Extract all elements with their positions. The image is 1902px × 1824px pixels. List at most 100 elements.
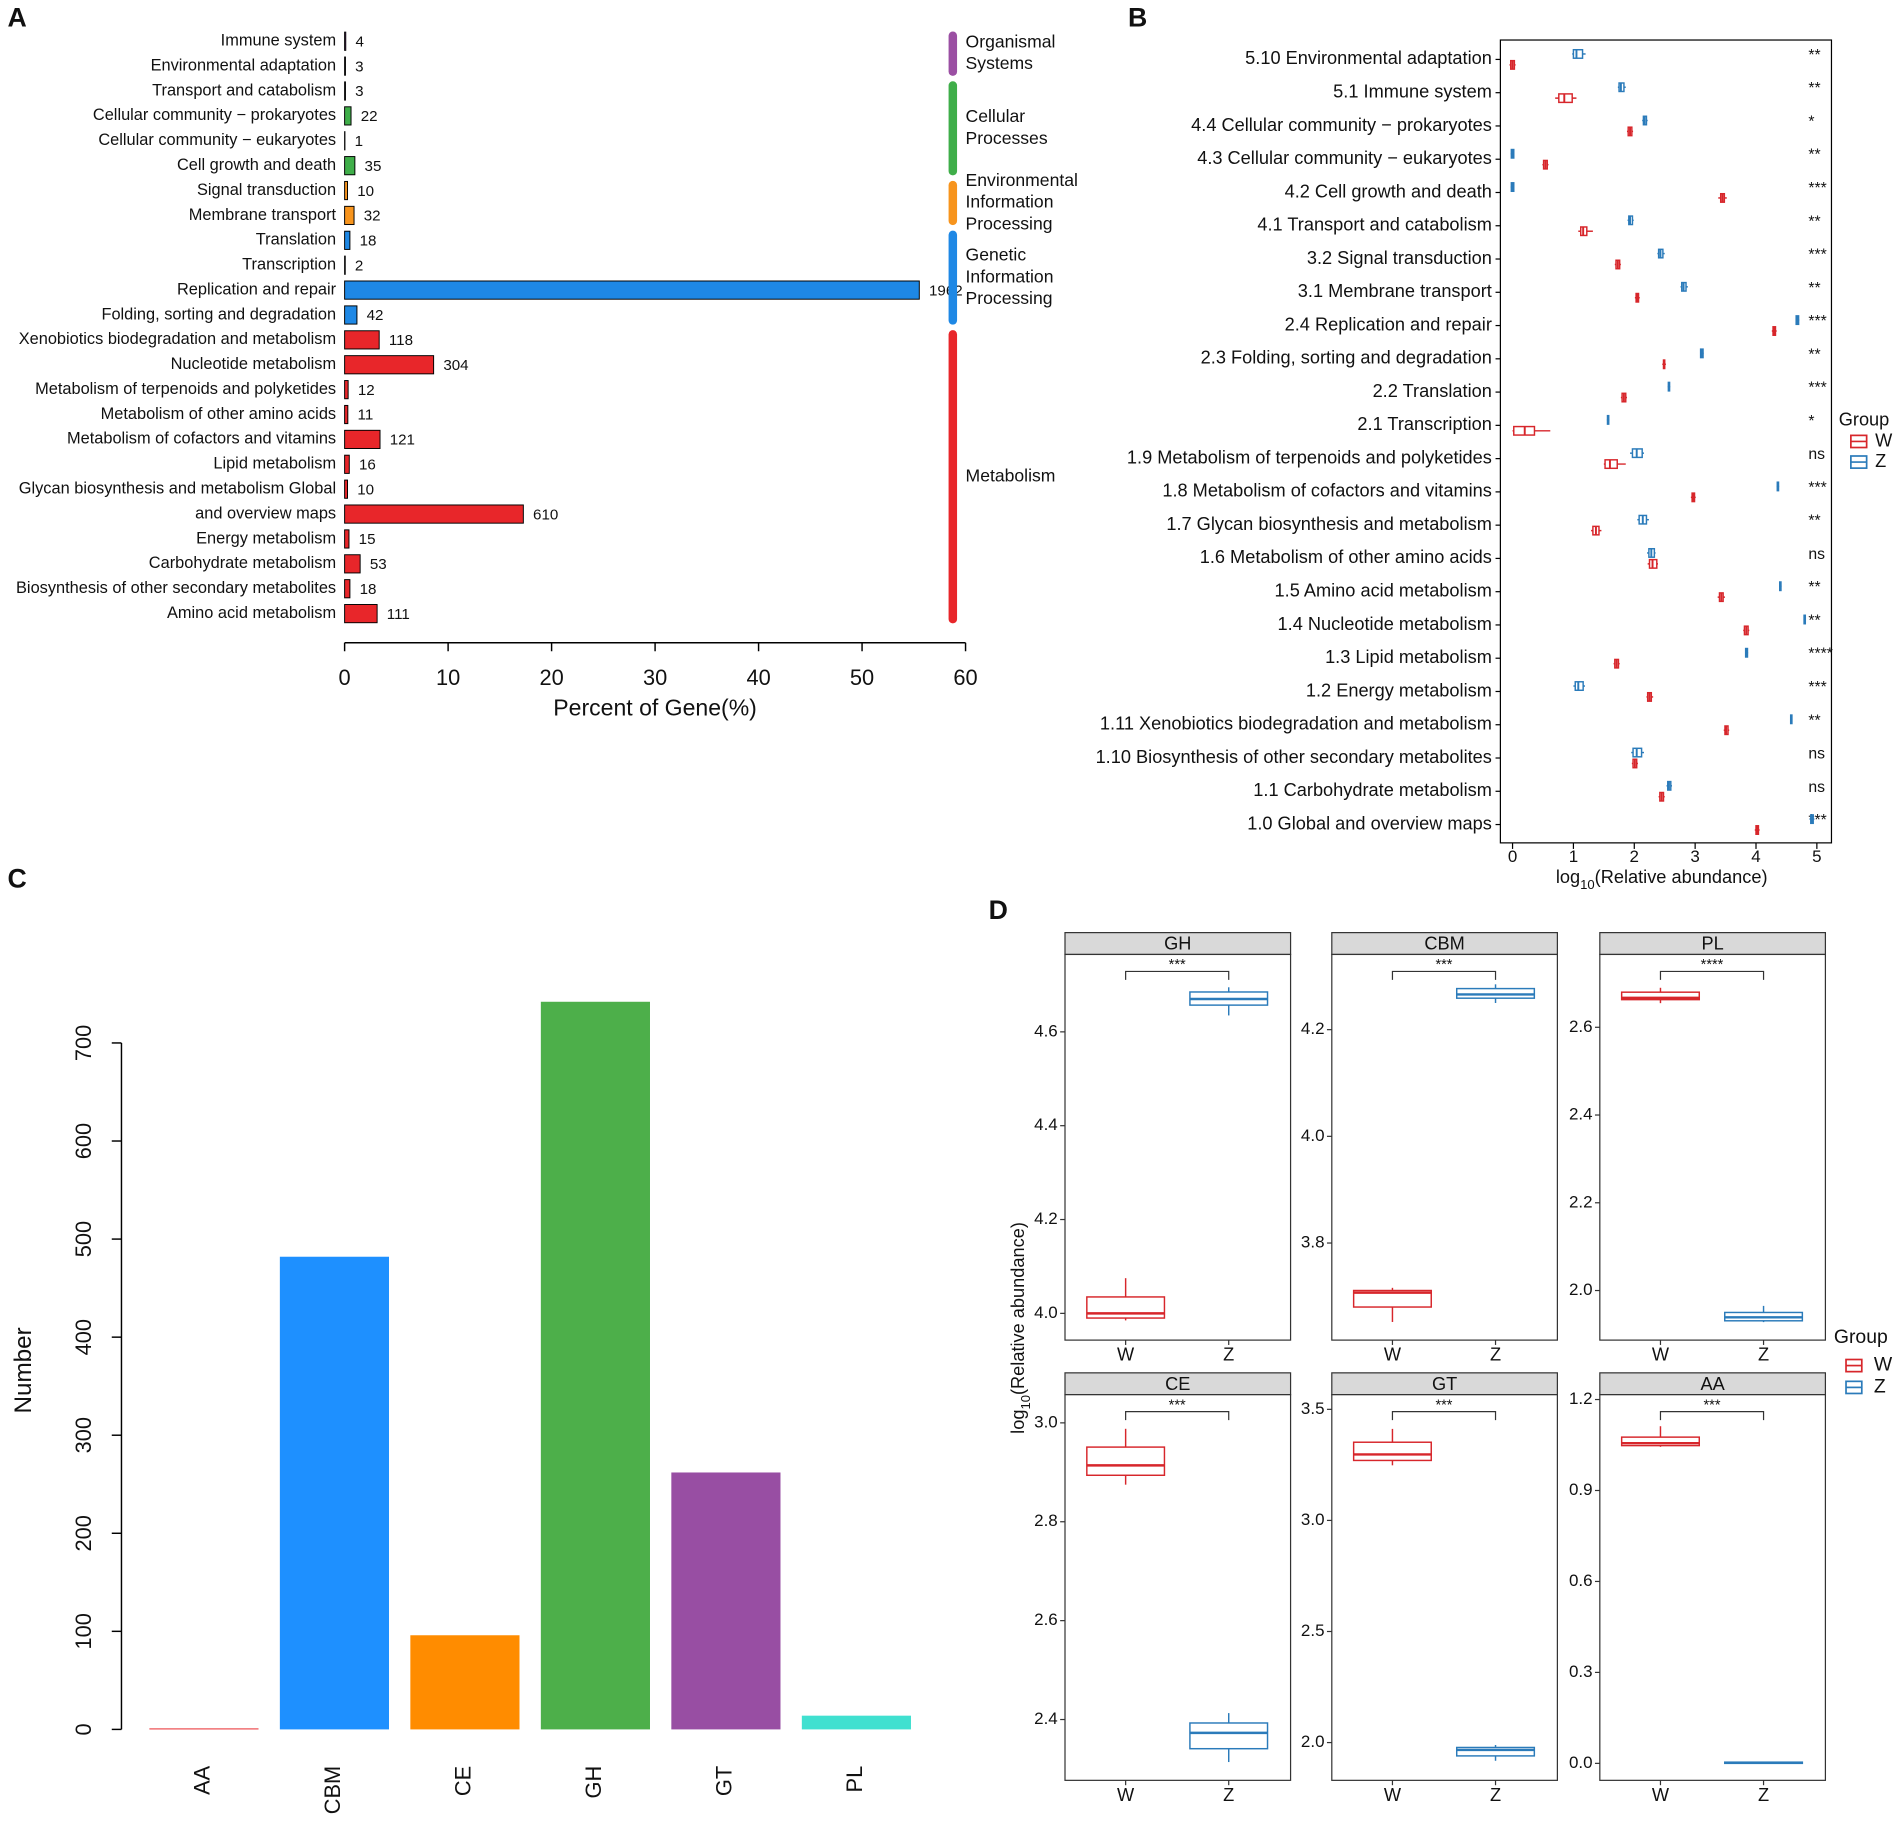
x-tick-label: 5 bbox=[1812, 847, 1821, 866]
bar bbox=[344, 429, 381, 449]
bar bbox=[344, 180, 348, 201]
category-label: 4.2 Cell growth and death bbox=[1285, 181, 1492, 201]
significance-label: ** bbox=[1808, 346, 1820, 363]
group-label: Information bbox=[966, 192, 1054, 212]
significance-label: *** bbox=[1808, 180, 1826, 197]
plot-frame bbox=[1499, 39, 1833, 844]
x-tick-label: 1 bbox=[1569, 847, 1578, 866]
x-tick-label: 50 bbox=[850, 665, 874, 690]
facet-frame bbox=[1599, 1394, 1827, 1781]
y-tick-label: 3.0 bbox=[1034, 1412, 1058, 1431]
x-axis-label: Percent of Gene(%) bbox=[553, 695, 757, 721]
x-tick-label: GH bbox=[581, 1766, 606, 1799]
category-label: 1.7 Glycan biosynthesis and metabolism bbox=[1166, 514, 1492, 534]
box bbox=[1086, 1446, 1166, 1477]
legend-label: Z bbox=[1875, 451, 1886, 471]
bar bbox=[344, 230, 351, 250]
facet-title: CBM bbox=[1424, 934, 1464, 954]
facet-title: GH bbox=[1164, 934, 1191, 954]
y-tick-label: 4.2 bbox=[1034, 1209, 1058, 1228]
box bbox=[1455, 1746, 1536, 1757]
box bbox=[1604, 459, 1618, 470]
significance-bracket bbox=[1125, 1411, 1230, 1421]
x-axis-label-part: log bbox=[1556, 867, 1580, 887]
bar bbox=[540, 1001, 650, 1730]
bar bbox=[801, 1715, 911, 1730]
facet-frame bbox=[1599, 953, 1827, 1341]
y-tick-label: 4.2 bbox=[1301, 1019, 1325, 1038]
bar bbox=[344, 106, 352, 126]
significance-label: *** bbox=[1435, 1397, 1452, 1413]
category-label: 5.1 Immune system bbox=[1333, 82, 1492, 102]
significance-label: *** bbox=[1169, 1397, 1186, 1413]
y-tick-label: 3.5 bbox=[1301, 1399, 1325, 1418]
panel-label: D bbox=[989, 895, 1008, 925]
y-tick-label: 2.6 bbox=[1569, 1017, 1593, 1036]
bar bbox=[344, 255, 346, 275]
count-label: 2 bbox=[355, 257, 363, 274]
y-tick-label: 200 bbox=[71, 1515, 96, 1551]
count-label: 304 bbox=[443, 357, 468, 374]
x-tick-label: W bbox=[1384, 1785, 1402, 1805]
bar bbox=[344, 604, 378, 624]
box bbox=[1620, 1436, 1701, 1447]
group-bar bbox=[948, 81, 958, 176]
x-tick-label: Z bbox=[1758, 1345, 1769, 1365]
x-tick-label: W bbox=[1652, 1785, 1670, 1805]
significance-label: * bbox=[1808, 113, 1814, 130]
significance-label: *** bbox=[1169, 957, 1186, 973]
group-bar bbox=[948, 180, 958, 226]
y-tick-label: 1.2 bbox=[1569, 1389, 1593, 1408]
group-label: Organismal bbox=[966, 31, 1056, 51]
category-label: Metabolism of cofactors and vitamins bbox=[67, 430, 336, 448]
legend-label: Z bbox=[1874, 1376, 1886, 1398]
y-tick-label: 2.4 bbox=[1034, 1709, 1058, 1728]
x-tick-label: W bbox=[1384, 1345, 1402, 1365]
x-tick-label: Z bbox=[1223, 1785, 1234, 1805]
category-label: 2.4 Replication and repair bbox=[1285, 314, 1492, 334]
bar bbox=[344, 280, 920, 300]
count-label: 53 bbox=[370, 556, 387, 573]
count-label: 35 bbox=[365, 158, 382, 175]
x-tick-label: AA bbox=[190, 1765, 215, 1795]
bar bbox=[410, 1635, 520, 1730]
bar bbox=[344, 479, 348, 499]
x-tick-label: 3 bbox=[1690, 847, 1699, 866]
y-axis-label-part: (Relative abundance) bbox=[1008, 1222, 1028, 1395]
x-tick-label: CBM bbox=[320, 1766, 345, 1814]
bar bbox=[344, 305, 358, 325]
significance-label: *** bbox=[1808, 479, 1826, 496]
y-tick-label: 2.0 bbox=[1569, 1280, 1593, 1299]
significance-label: **** bbox=[1701, 957, 1724, 973]
x-tick-label: 20 bbox=[539, 665, 563, 690]
y-tick-label: 500 bbox=[71, 1221, 96, 1257]
significance-label: *** bbox=[1435, 957, 1452, 973]
y-tick-label: 300 bbox=[71, 1417, 96, 1453]
x-tick-label: GT bbox=[712, 1766, 737, 1796]
box bbox=[1620, 991, 1701, 1001]
y-tick-label: 2.4 bbox=[1569, 1105, 1593, 1124]
significance-label: *** bbox=[1704, 1397, 1721, 1413]
facet-frame bbox=[1064, 953, 1292, 1341]
significance-bracket bbox=[1391, 970, 1497, 980]
category-label: Amino acid metabolism bbox=[167, 604, 336, 622]
category-label: Signal transduction bbox=[197, 181, 336, 199]
category-label: 3.1 Membrane transport bbox=[1298, 281, 1492, 301]
count-label: 10 bbox=[357, 481, 374, 498]
y-tick-label: 2.2 bbox=[1569, 1192, 1593, 1211]
group-label: Processes bbox=[966, 128, 1048, 148]
x-tick-label: 0 bbox=[339, 665, 351, 690]
significance-label: ** bbox=[1808, 147, 1820, 164]
count-label: 16 bbox=[359, 457, 376, 474]
significance-label: ** bbox=[1808, 47, 1820, 64]
y-tick-label: 3.0 bbox=[1301, 1510, 1325, 1529]
bar bbox=[149, 1728, 259, 1730]
category-label: 1.4 Nucleotide metabolism bbox=[1278, 614, 1492, 634]
category-label: 1.0 Global and overview maps bbox=[1247, 813, 1492, 833]
category-label: 1.6 Metabolism of other amino acids bbox=[1200, 547, 1492, 567]
count-label: 3 bbox=[355, 58, 363, 75]
group-label: Cellular bbox=[966, 106, 1026, 126]
significance-label: ** bbox=[1808, 80, 1820, 97]
category-label: 2.1 Transcription bbox=[1357, 414, 1491, 434]
